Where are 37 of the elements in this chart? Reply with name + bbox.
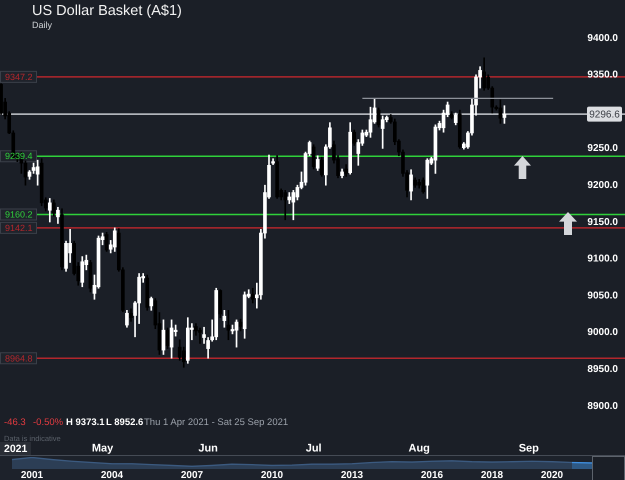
y-tick-label: 9250.0	[587, 143, 618, 154]
candlestick	[502, 105, 506, 124]
text: -46.3	[4, 417, 26, 429]
y-tick-label: 9000.0	[587, 327, 618, 338]
y-tick-label: 9050.0	[587, 290, 618, 302]
ref-line-label: 9160.2	[5, 209, 33, 220]
y-tick-label: 9400.0	[587, 32, 618, 44]
x-tick-label: 2001	[20, 470, 44, 480]
ref-line-label: 9142.1	[5, 222, 33, 233]
ref-line-label: 9296.6	[589, 109, 620, 120]
ref-line-label: 8964.8	[5, 353, 33, 364]
y-tick-label: 9100.0	[587, 254, 618, 265]
x-tick-label: Sep	[518, 442, 540, 455]
text: L 8952.6	[106, 417, 144, 429]
x-tick-label: May	[92, 442, 114, 455]
x-tick-label: 2020	[540, 470, 564, 480]
x-tick-label: Jul	[306, 442, 322, 455]
text: -0.50%	[33, 417, 64, 429]
y-tick-label: 9200.0	[587, 180, 618, 191]
x-tick-label: 2007	[180, 470, 204, 480]
x-tick-label: 2016	[420, 470, 444, 480]
x-tick-label: 2018	[480, 470, 504, 480]
x-tick-label: Aug	[408, 442, 430, 455]
ref-line-label: 9239.4	[5, 151, 33, 162]
ref-line-label: 9347.2	[5, 72, 33, 82]
text: H 9373.1	[66, 417, 105, 429]
text: Thu 1 Apr 2021 - Sat 25 Sep 2021	[144, 417, 288, 429]
y-tick-label: 9150.0	[587, 216, 618, 228]
y-tick-label: 8950.0	[587, 364, 618, 375]
y-tick-label: 8900.0	[587, 400, 618, 412]
text: 2021	[0, 442, 32, 456]
x-tick-label: 2010	[260, 470, 284, 480]
x-tick-label: 2013	[340, 470, 364, 480]
chart-subtitle: Daily	[32, 20, 52, 31]
chart-title: US Dollar Basket (A$1)	[32, 3, 182, 20]
x-tick-label: 2004	[100, 470, 124, 480]
x-tick-label: Jun	[198, 442, 218, 455]
